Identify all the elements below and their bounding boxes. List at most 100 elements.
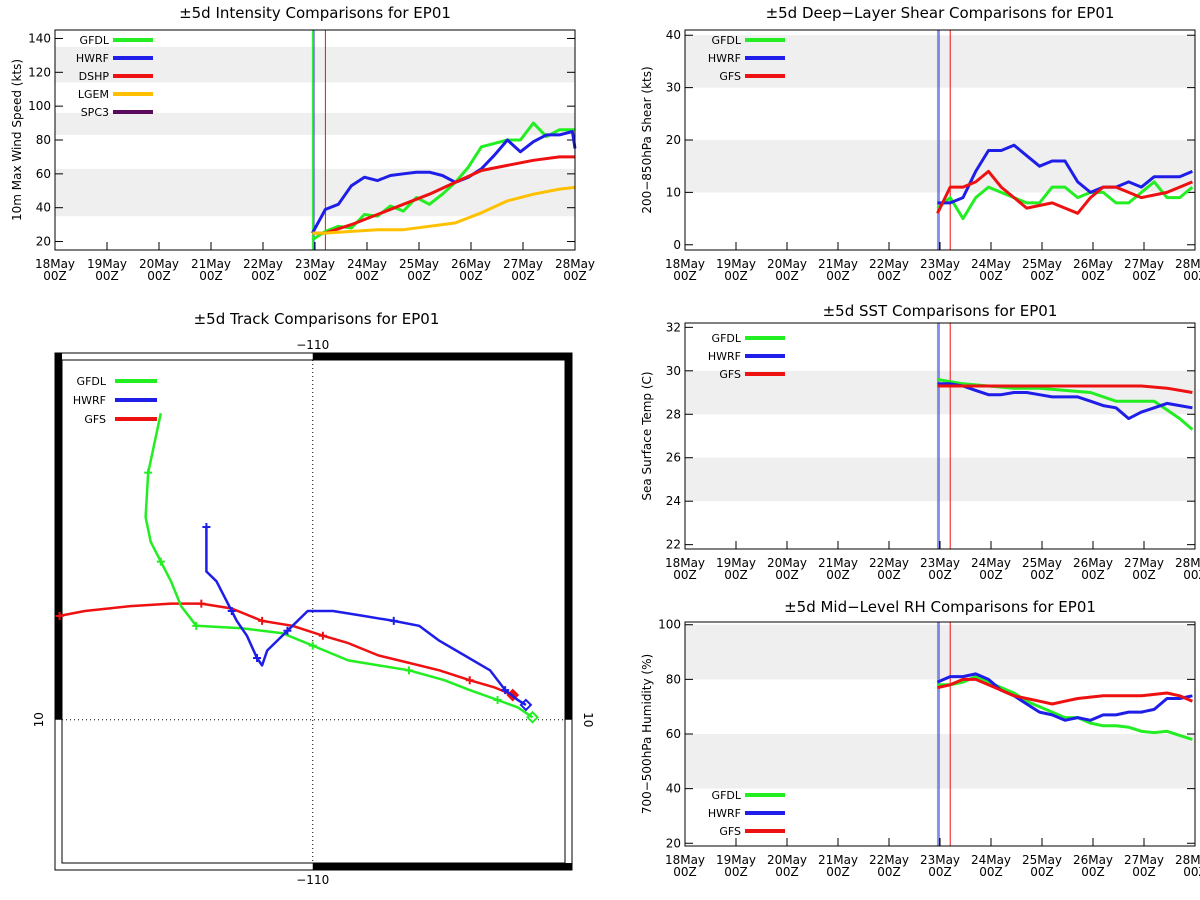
series-gfs-line bbox=[936, 169, 1193, 215]
x-tick-day: 22May bbox=[869, 257, 909, 271]
series-dshp-line bbox=[312, 155, 575, 235]
legend-label: GFDL bbox=[712, 34, 742, 47]
x-tick-hour: 00Z bbox=[1183, 865, 1200, 879]
x-tick-hour: 00Z bbox=[147, 269, 171, 283]
track-chart: ±5d Track Comparisons for EP01 −110 −110 10… bbox=[32, 310, 595, 887]
x-tick-hour: 00Z bbox=[251, 269, 275, 283]
series-gfs-line bbox=[937, 677, 1193, 706]
y-tick-label: 80 bbox=[666, 672, 681, 686]
x-tick-day: 23May bbox=[920, 257, 960, 271]
legend-label: GFS bbox=[719, 70, 741, 83]
x-tick-day: 21May bbox=[818, 556, 858, 570]
legend-label: GFDL bbox=[712, 332, 742, 345]
x-tick-hour: 00Z bbox=[511, 269, 535, 283]
x-tick-hour: 00Z bbox=[775, 568, 799, 582]
y-axis-label: 700−500hPa Humidity (%) bbox=[640, 654, 654, 814]
x-tick-day: 26May bbox=[451, 257, 491, 271]
intensity-chart: ±5d Intensity Comparisons for EP01 10m Ma… bbox=[10, 4, 595, 283]
shade-band bbox=[685, 624, 1195, 680]
plot-frame bbox=[684, 322, 1196, 550]
series-hwrf-line bbox=[937, 382, 1193, 421]
x-tick-hour: 00Z bbox=[724, 269, 748, 283]
series-gfdl-line bbox=[937, 675, 1193, 741]
y-tick-label: 100 bbox=[28, 99, 51, 113]
legend-label: SPC3 bbox=[81, 106, 109, 119]
y-tick-label: 40 bbox=[666, 28, 681, 42]
track-start-diamond bbox=[519, 698, 533, 712]
x-tick-hour: 00Z bbox=[928, 865, 952, 879]
y-axis-label: 200−850hPa Shear (kts) bbox=[640, 66, 654, 213]
x-tick-hour: 00Z bbox=[459, 269, 483, 283]
x-tick-hour: 00Z bbox=[1030, 568, 1054, 582]
y-tick-label: 120 bbox=[28, 65, 51, 79]
track-marker-plus bbox=[197, 599, 206, 608]
track-marker-plus bbox=[389, 616, 398, 625]
y-tick-label: 20 bbox=[666, 836, 681, 850]
x-tick-hour: 00Z bbox=[1081, 568, 1105, 582]
rh-chart: ±5d Mid−Level RH Comparisons for EP01 700… bbox=[640, 598, 1200, 879]
x-tick-hour: 00Z bbox=[563, 269, 587, 283]
x-tick-hour: 00Z bbox=[826, 865, 850, 879]
x-tick-hour: 00Z bbox=[877, 865, 901, 879]
y-tick-label: 10 bbox=[666, 185, 681, 199]
series-hwrf-line bbox=[311, 130, 577, 234]
x-tick-hour: 00Z bbox=[199, 269, 223, 283]
x-tick-day: 19May bbox=[87, 257, 127, 271]
x-tick-hour: 00Z bbox=[673, 568, 697, 582]
plot-frame bbox=[684, 29, 1196, 251]
legend-label: GFDL bbox=[77, 375, 107, 388]
series-gfdl-line bbox=[936, 180, 1194, 221]
x-tick-day: 19May bbox=[716, 257, 756, 271]
legend-label: GFS bbox=[719, 368, 741, 381]
x-tick-day: 19May bbox=[716, 556, 756, 570]
y-tick-label: 28 bbox=[666, 407, 681, 421]
chart-title: ±5d Track Comparisons for EP01 bbox=[194, 310, 440, 328]
chart-title: ±5d Deep−Layer Shear Comparisons for EP0… bbox=[766, 4, 1115, 22]
x-tick-day: 18May bbox=[665, 257, 705, 271]
x-tick-day: 27May bbox=[1124, 257, 1164, 271]
x-tick-day: 25May bbox=[399, 257, 439, 271]
series-hwrf-line bbox=[936, 672, 1193, 722]
x-tick-hour: 00Z bbox=[724, 568, 748, 582]
x-tick-day: 24May bbox=[971, 257, 1011, 271]
shade-band bbox=[685, 370, 1195, 415]
x-tick-day: 25May bbox=[1022, 556, 1062, 570]
x-tick-hour: 00Z bbox=[1081, 865, 1105, 879]
x-tick-hour: 00Z bbox=[673, 269, 697, 283]
legend-label: GFDL bbox=[80, 34, 110, 47]
shade-band bbox=[55, 168, 575, 217]
x-tick-day: 27May bbox=[1124, 853, 1164, 867]
series-lgem-line bbox=[312, 185, 576, 235]
y-tick-label: 60 bbox=[36, 167, 51, 181]
chart-title: ±5d Mid−Level RH Comparisons for EP01 bbox=[784, 598, 1096, 616]
track-marker-plus bbox=[55, 611, 64, 620]
x-tick-day: 20May bbox=[767, 257, 807, 271]
y-tick-label: 22 bbox=[666, 538, 681, 552]
x-tick-day: 26May bbox=[1073, 257, 1113, 271]
map-bar-left bbox=[55, 353, 62, 720]
x-tick-hour: 00Z bbox=[407, 269, 431, 283]
x-tick-day: 28May bbox=[1175, 556, 1200, 570]
x-tick-day: 20May bbox=[139, 257, 179, 271]
y-tick-label: 20 bbox=[666, 133, 681, 147]
track-start-diamond bbox=[526, 710, 539, 724]
track-marker-plus bbox=[318, 631, 327, 640]
track-marker-plus bbox=[501, 686, 510, 695]
y-tick-label: 20 bbox=[36, 235, 51, 249]
x-tick-day: 18May bbox=[665, 556, 705, 570]
shear-chart: ±5d Deep−Layer Shear Comparisons for EP0… bbox=[640, 4, 1200, 283]
track-marker-plus bbox=[465, 676, 474, 685]
x-tick-day: 24May bbox=[971, 853, 1011, 867]
x-tick-hour: 00Z bbox=[928, 568, 952, 582]
x-tick-day: 25May bbox=[1022, 853, 1062, 867]
track-marker-plus bbox=[156, 557, 165, 566]
track-marker-plus bbox=[493, 695, 502, 704]
track-gfs-line bbox=[59, 602, 514, 697]
y-tick-label: 24 bbox=[666, 494, 681, 508]
x-tick-hour: 00Z bbox=[928, 269, 952, 283]
y-tick-label: 40 bbox=[666, 782, 681, 796]
x-tick-hour: 00Z bbox=[43, 269, 67, 283]
legend-label: GFDL bbox=[712, 789, 742, 802]
y-tick-label: 26 bbox=[666, 451, 681, 465]
